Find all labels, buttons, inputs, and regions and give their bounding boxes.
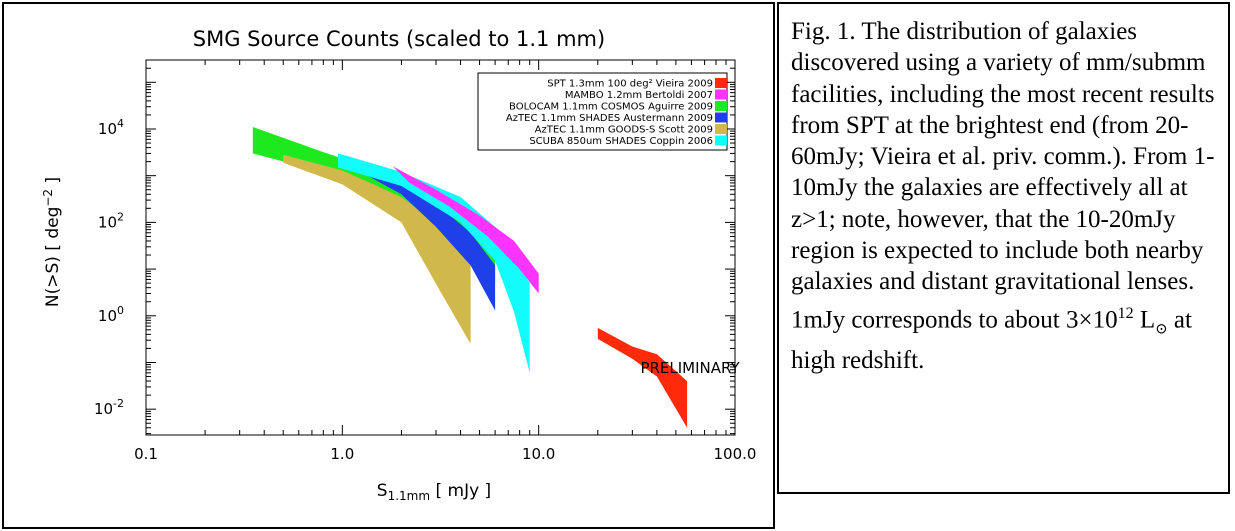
y-tick-label: 100 <box>98 304 124 325</box>
legend-label-3: AzTEC 1.1mm SHADES Austermann 2009 <box>506 113 713 124</box>
legend-box <box>477 72 728 151</box>
series-layer <box>252 127 688 428</box>
caption-unit: L <box>1133 306 1156 333</box>
x-tick-label: 1.0 <box>330 445 354 463</box>
chart-title: SMG Source Counts (scaled to 1.1 mm) <box>193 27 605 51</box>
caption-end: at high redshift. <box>791 306 1192 375</box>
caption-body: Fig. 1. The distribution of galaxies dis… <box>791 18 1215 333</box>
legend-label-0: SPT 1.3mm 100 deg² Vieira 2009 <box>547 79 713 90</box>
legend-label-1: MAMBO 1.2mm Bertoldi 2007 <box>565 90 713 101</box>
caption-panel: Fig. 1. The distribution of galaxies dis… <box>777 2 1230 494</box>
series-band-3 <box>342 159 496 311</box>
plot-frame <box>145 59 736 436</box>
x-axis-label-main: S <box>377 481 388 501</box>
legend-label-2: BOLOCAM 1.1mm COSMOS Aguirre 2009 <box>509 102 713 113</box>
annotation-preliminary: PRELIMINARY <box>640 359 740 377</box>
x-tick-label: 0.1 <box>134 445 158 463</box>
y-tick-label: 102 <box>98 210 124 231</box>
legend-swatch-1 <box>715 89 727 100</box>
y-tick-label: 10-2 <box>94 397 124 418</box>
series-band-0 <box>597 327 688 428</box>
legend-swatch-4 <box>715 124 727 134</box>
x-axis-label-rest: [ mJy ] <box>430 481 491 501</box>
y-axis-label-end: ] <box>43 177 63 189</box>
legend-swatch-5 <box>715 135 727 146</box>
y-tick-label: 104 <box>98 117 124 138</box>
legend-swatch-2 <box>715 101 727 111</box>
x-tick-label: 10.0 <box>522 445 555 463</box>
x-axis-label-sub: 1.1mm <box>388 489 430 503</box>
y-axis-label-main: N(>S) [ deg <box>43 207 63 308</box>
figure-caption: Fig. 1. The distribution of galaxies dis… <box>791 16 1218 377</box>
legend-swatch-0 <box>715 78 727 88</box>
ticks-layer: 0.1 1.0 10.0 100.0 104 102 100 10-2 <box>94 59 757 463</box>
y-axis-label-sup: −2 <box>41 189 55 207</box>
series-band-1 <box>392 166 539 294</box>
source-counts-chart: SMG Source Counts (scaled to 1.1 mm) 0.1… <box>41 27 757 503</box>
legend-label-5: SCUBA 850um SHADES Coppin 2006 <box>529 136 713 147</box>
x-axis-label: S1.1mm [ mJy ] <box>377 481 491 503</box>
legend-label-4: AzTEC 1.1mm GOODS-S Scott 2009 <box>535 125 713 136</box>
y-axis-label: N(>S) [ deg−2 ] <box>41 177 63 307</box>
x-tick-label: 100.0 <box>714 445 757 463</box>
figure-panel: SMG Source Counts (scaled to 1.1 mm) 0.1… <box>2 2 775 529</box>
legend-swatch-3 <box>715 112 727 123</box>
caption-exponent: 12 <box>1117 304 1134 322</box>
series-band-4 <box>283 154 471 344</box>
sun-symbol: ⊙ <box>1155 321 1168 337</box>
